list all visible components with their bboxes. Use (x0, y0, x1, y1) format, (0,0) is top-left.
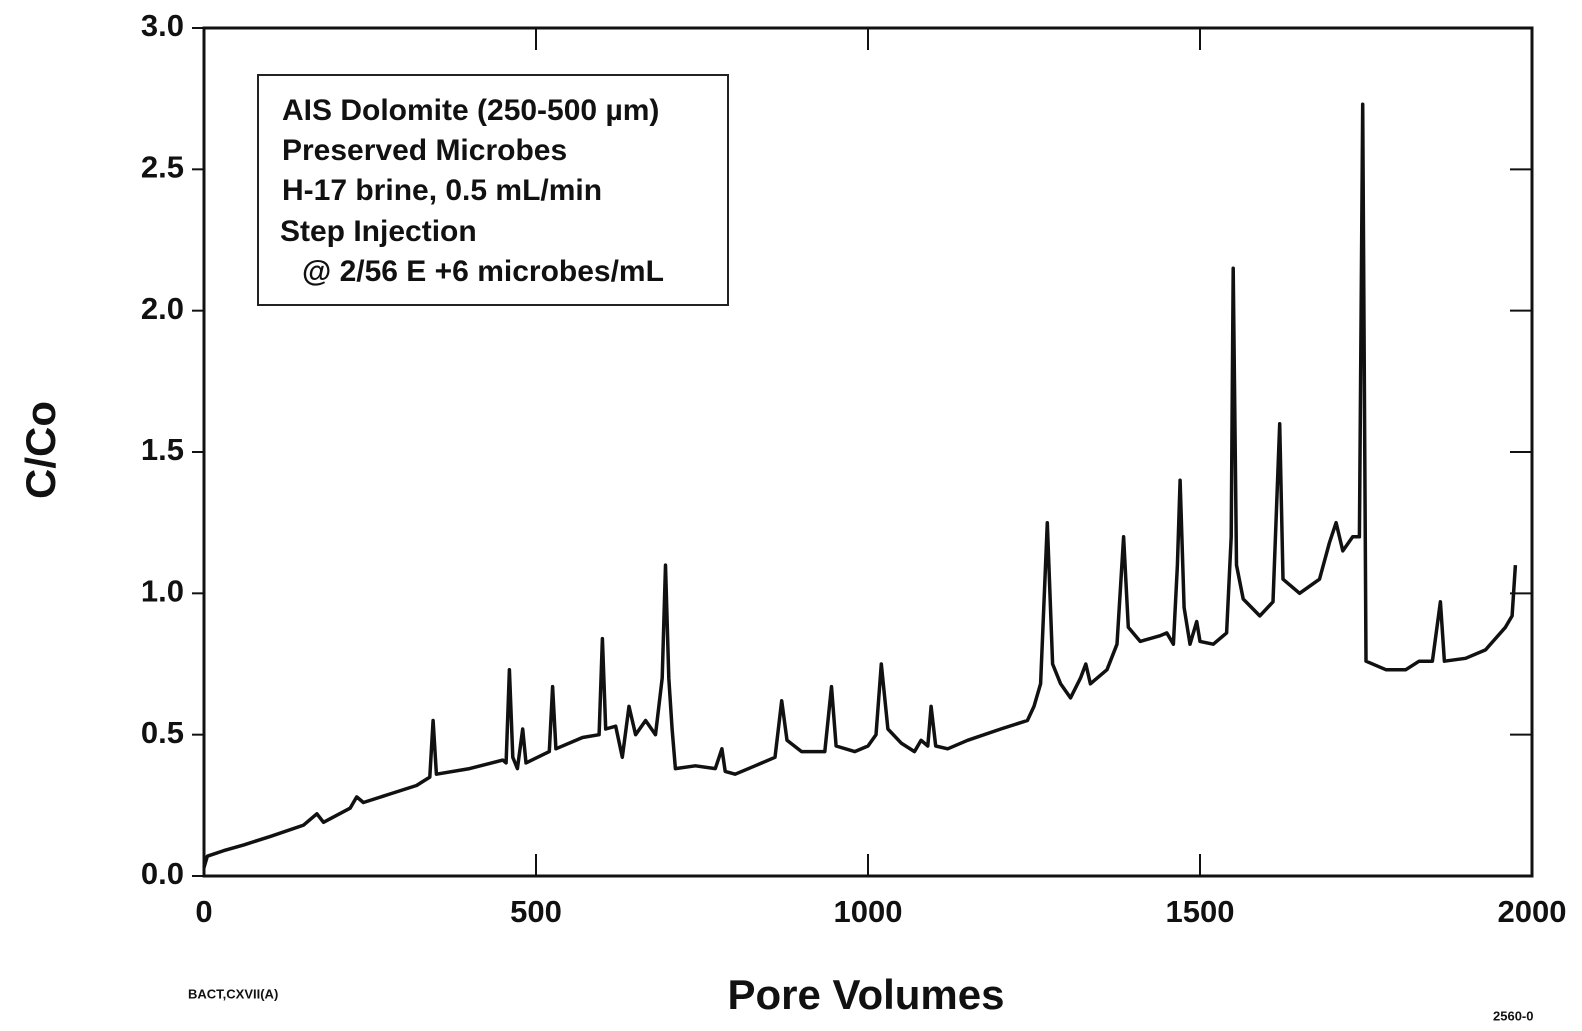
x-tick-label: 500 (510, 894, 562, 929)
x-tick-label: 2000 (1498, 894, 1567, 929)
y-tick-label: 0.0 (141, 856, 184, 891)
x-tick-label: 1500 (1166, 894, 1235, 929)
footnote: BACT,CXVII(A) (188, 986, 278, 1001)
x-tick-label: 0 (195, 894, 212, 929)
y-tick-label: 2.0 (141, 291, 184, 326)
annotation: Preserved Microbes (282, 134, 567, 167)
footnote: 2560-0 (1493, 1008, 1533, 1023)
annotation-box (257, 74, 729, 306)
y-tick-label: 3.0 (141, 8, 184, 43)
x-axis-title: Pore Volumes (728, 971, 1005, 1018)
y-tick-label: 1.0 (141, 574, 184, 609)
x-tick-label: 1000 (834, 894, 903, 929)
y-axis-title: C/Co (17, 401, 64, 499)
annotation: @ 2/56 E +6 microbes/mL (302, 255, 664, 288)
annotation: H-17 brine, 0.5 mL/min (282, 174, 602, 207)
annotation: AIS Dolomite (250-500 µm) (282, 94, 659, 127)
data-line (202, 102, 1518, 868)
y-tick-label: 2.5 (141, 150, 184, 185)
y-tick-label: 1.5 (141, 432, 184, 467)
annotation: Step Injection (280, 215, 477, 248)
y-tick-label: 0.5 (141, 715, 184, 750)
